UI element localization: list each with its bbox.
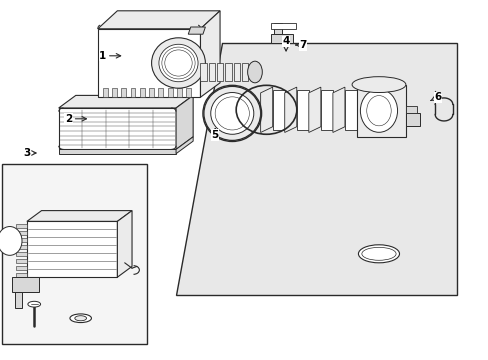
- Polygon shape: [284, 87, 296, 132]
- Bar: [2, 164, 146, 344]
- Polygon shape: [344, 90, 356, 130]
- Polygon shape: [16, 245, 27, 249]
- Polygon shape: [140, 88, 144, 97]
- Polygon shape: [117, 211, 132, 277]
- Ellipse shape: [151, 38, 205, 88]
- Polygon shape: [356, 85, 405, 137]
- Polygon shape: [59, 149, 176, 154]
- Polygon shape: [273, 23, 282, 34]
- Text: 7: 7: [295, 40, 306, 50]
- Polygon shape: [176, 95, 193, 149]
- Polygon shape: [27, 211, 132, 221]
- Polygon shape: [260, 87, 272, 132]
- Polygon shape: [130, 88, 135, 97]
- Text: 2: 2: [65, 114, 86, 124]
- Polygon shape: [225, 63, 231, 81]
- Ellipse shape: [28, 301, 41, 307]
- Polygon shape: [16, 266, 27, 270]
- Ellipse shape: [358, 245, 399, 263]
- Polygon shape: [15, 292, 22, 308]
- Polygon shape: [272, 90, 284, 130]
- Ellipse shape: [75, 316, 86, 321]
- Polygon shape: [233, 63, 240, 81]
- Ellipse shape: [360, 89, 397, 132]
- Text: 4: 4: [282, 36, 289, 51]
- Polygon shape: [16, 238, 27, 242]
- Polygon shape: [98, 29, 200, 97]
- Text: 5: 5: [211, 129, 218, 140]
- Polygon shape: [16, 224, 27, 228]
- Ellipse shape: [351, 77, 405, 93]
- Text: 6: 6: [430, 92, 440, 102]
- Polygon shape: [176, 137, 193, 154]
- Polygon shape: [167, 88, 172, 97]
- Polygon shape: [112, 88, 117, 97]
- Text: 3: 3: [23, 148, 36, 158]
- Polygon shape: [208, 63, 215, 81]
- Polygon shape: [217, 63, 223, 81]
- Polygon shape: [308, 87, 320, 132]
- Polygon shape: [271, 23, 295, 29]
- Polygon shape: [16, 231, 27, 235]
- Polygon shape: [98, 11, 220, 29]
- Ellipse shape: [0, 226, 22, 255]
- Polygon shape: [271, 34, 293, 43]
- Polygon shape: [102, 88, 107, 97]
- Polygon shape: [59, 108, 176, 149]
- Polygon shape: [320, 90, 332, 130]
- Polygon shape: [241, 63, 247, 81]
- Ellipse shape: [159, 44, 198, 82]
- Polygon shape: [186, 88, 191, 97]
- Polygon shape: [177, 88, 182, 97]
- Polygon shape: [405, 106, 416, 113]
- Polygon shape: [149, 88, 154, 97]
- Polygon shape: [12, 277, 39, 292]
- Polygon shape: [200, 63, 206, 81]
- Polygon shape: [200, 11, 220, 97]
- Polygon shape: [405, 113, 419, 126]
- Ellipse shape: [70, 314, 91, 323]
- Polygon shape: [121, 88, 126, 97]
- Ellipse shape: [247, 61, 262, 83]
- Polygon shape: [16, 259, 27, 263]
- Polygon shape: [27, 221, 117, 277]
- Polygon shape: [59, 95, 193, 108]
- Polygon shape: [188, 27, 205, 34]
- Ellipse shape: [210, 93, 253, 134]
- Polygon shape: [332, 87, 344, 132]
- Ellipse shape: [203, 86, 260, 140]
- Polygon shape: [296, 90, 308, 130]
- Polygon shape: [16, 273, 27, 277]
- Polygon shape: [158, 88, 163, 97]
- Polygon shape: [176, 43, 456, 295]
- Text: 1: 1: [99, 51, 121, 61]
- Polygon shape: [16, 252, 27, 256]
